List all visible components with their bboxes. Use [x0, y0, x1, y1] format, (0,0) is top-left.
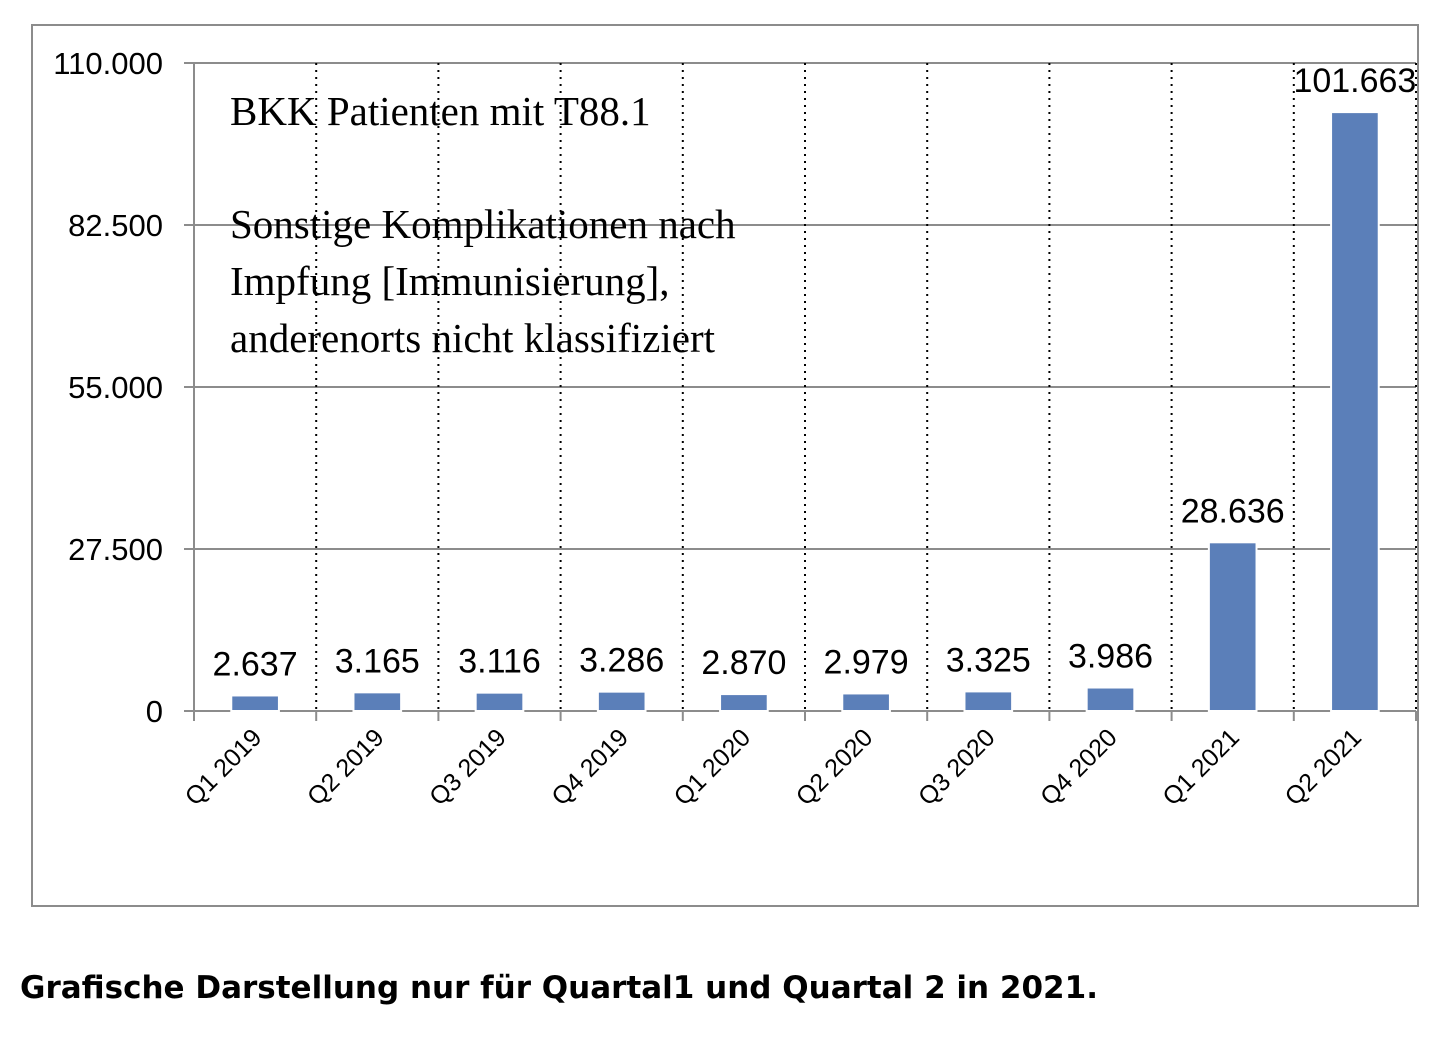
data-label: 3.165	[335, 642, 420, 680]
bar	[474, 691, 525, 712]
y-tick-label: 27.500	[68, 532, 163, 567]
bar	[963, 690, 1014, 712]
data-label: 3.986	[1068, 638, 1153, 676]
chart-title-line: BKK Patienten mit T88.1	[230, 88, 651, 134]
chart-title-line: anderenorts nicht klassifiziert	[230, 315, 716, 361]
chart-title: BKK Patienten mit T88.1 Sonstige Komplika…	[230, 88, 736, 361]
data-label: 2.979	[824, 643, 909, 681]
bar	[1330, 111, 1380, 713]
bar	[841, 692, 891, 713]
chart-border	[31, 24, 1419, 907]
y-tick-label: 55.000	[68, 370, 163, 405]
chart-title-line: Impfung [Immunisierung],	[230, 258, 670, 304]
bar	[352, 691, 403, 713]
y-tick-label: 0	[146, 694, 163, 729]
y-tick-label: 82.500	[68, 208, 163, 243]
chart-container: 0 27.500 55.000 82.500 110.000 2.637 Q1 2019 3.…	[31, 24, 1419, 907]
caption-text: Grafische Darstellung nur für Quartal1 u…	[20, 970, 1098, 1006]
bar	[1085, 686, 1136, 713]
data-label: 101.663	[1293, 62, 1416, 100]
y-tick-label: 110.000	[53, 46, 163, 81]
data-label: 3.116	[458, 643, 541, 681]
bars	[230, 111, 1380, 713]
bar	[596, 690, 647, 712]
bar	[230, 694, 280, 713]
data-label: 3.325	[946, 641, 1031, 679]
bar	[1207, 541, 1258, 712]
bar	[719, 693, 769, 712]
data-label: 2.870	[701, 644, 786, 682]
data-label: 2.637	[213, 645, 298, 683]
data-label: 3.286	[579, 642, 664, 680]
data-label: 28.636	[1181, 492, 1285, 530]
chart-title-line: Sonstige Komplikationen nach	[230, 201, 736, 247]
